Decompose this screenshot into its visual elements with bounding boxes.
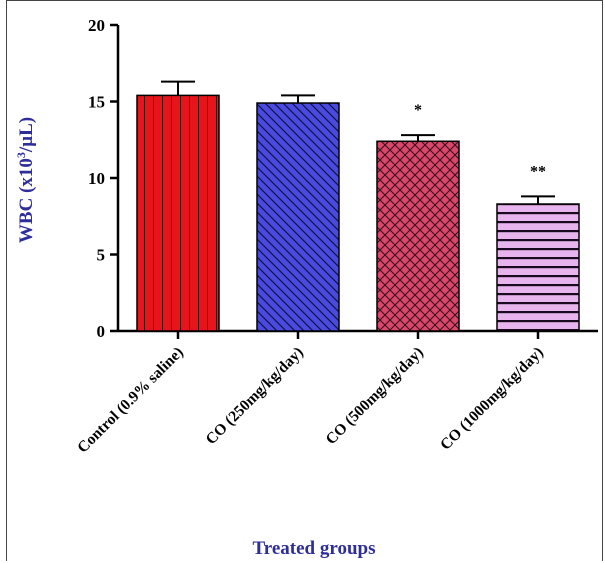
y-tick-label: 15 (88, 93, 105, 112)
x-tick-label-2: CO (250mg/kg/day) (203, 344, 307, 448)
bar-2 (256, 102, 340, 332)
chart-frame (6, 0, 603, 561)
y-axis-title: WBC (x103/µL) (14, 117, 37, 243)
y-tick-label: 20 (88, 16, 105, 35)
y-tick-label: 5 (97, 246, 106, 265)
x-tick-label-4: CO (1000mg/kg/day) (437, 344, 547, 454)
y-tick-label: 10 (88, 169, 105, 188)
y-tick-label: 0 (97, 322, 106, 341)
significance-marker-3: * (414, 102, 422, 119)
x-tick-label-1: Control (0.9% saline) (74, 344, 187, 457)
x-tick-labels: Control (0.9% saline) CO (250mg/kg/day) CO… (74, 331, 547, 456)
x-axis-title: Treated groups (253, 538, 376, 559)
bars-group: *** (136, 80, 580, 332)
x-tick-label-3: CO (500mg/kg/day) (323, 344, 427, 448)
bar-1 (136, 94, 220, 332)
bar-4 (496, 203, 580, 332)
significance-marker-4: ** (530, 163, 546, 180)
bar-3 (376, 140, 460, 332)
